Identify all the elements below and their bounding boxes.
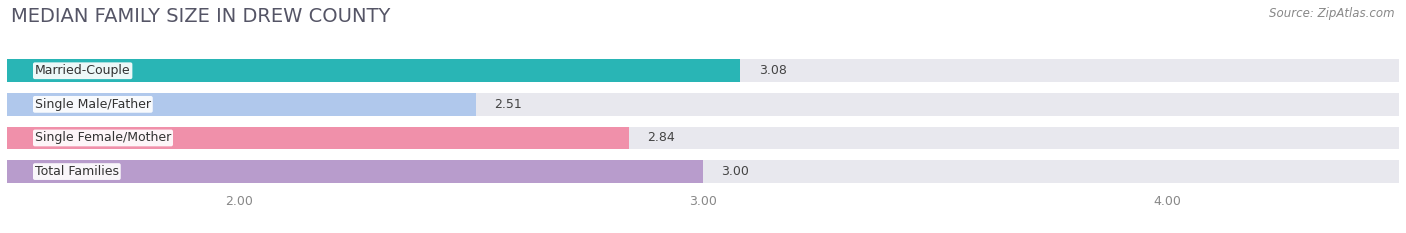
Bar	[7, 59, 1399, 82]
Bar	[7, 59, 28, 82]
Bar	[7, 93, 475, 116]
Text: Single Female/Mother: Single Female/Mother	[35, 131, 172, 144]
Text: 2.84: 2.84	[647, 131, 675, 144]
Text: 2.51: 2.51	[494, 98, 522, 111]
Text: Source: ZipAtlas.com: Source: ZipAtlas.com	[1270, 7, 1395, 20]
Bar	[7, 127, 28, 149]
Bar	[7, 160, 28, 183]
Text: MEDIAN FAMILY SIZE IN DREW COUNTY: MEDIAN FAMILY SIZE IN DREW COUNTY	[11, 7, 391, 26]
Text: Total Families: Total Families	[35, 165, 120, 178]
Bar	[7, 160, 703, 183]
Bar	[7, 127, 1399, 149]
Text: Married-Couple: Married-Couple	[35, 64, 131, 77]
Bar	[7, 93, 1399, 116]
Text: 3.08: 3.08	[759, 64, 786, 77]
Bar	[7, 93, 28, 116]
Bar	[7, 59, 740, 82]
Text: Single Male/Father: Single Male/Father	[35, 98, 150, 111]
Bar	[7, 160, 1399, 183]
Text: 3.00: 3.00	[721, 165, 749, 178]
Bar	[7, 127, 628, 149]
